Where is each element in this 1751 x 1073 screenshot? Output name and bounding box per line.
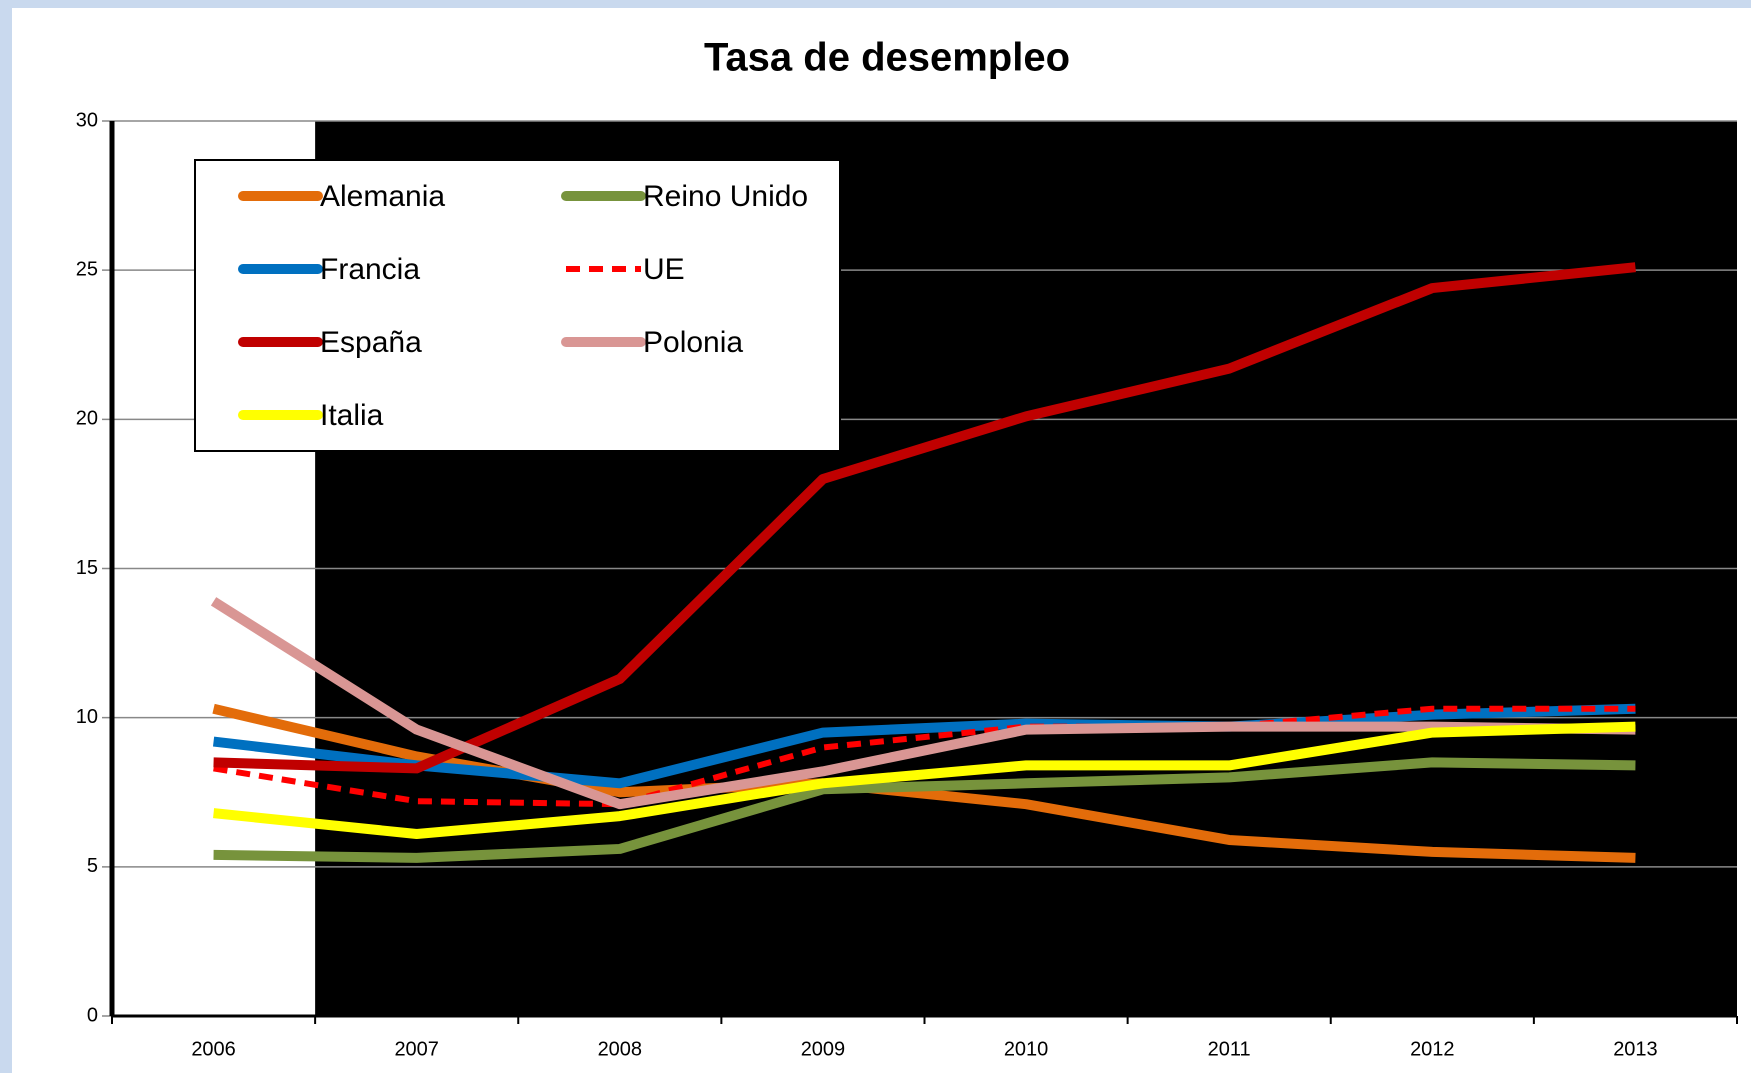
x-tick-label: 2010 [1004,1038,1049,1060]
series-line [212,703,1636,789]
series-line [212,703,1636,863]
x-tick-label: 2013 [1613,1038,1658,1060]
legend-box [194,159,841,452]
series-line [213,757,1636,863]
x-tick-label: 2012 [1410,1038,1455,1060]
x-tick-label: 2007 [394,1038,439,1060]
y-tick-label: 15 [76,557,98,579]
y-tick-label: 20 [76,408,98,430]
y-tick-label: 25 [76,258,98,280]
y-tick-label: 10 [76,706,98,728]
series-line [213,721,1636,840]
y-tick-label: 30 [76,109,98,131]
y-tick-label: 5 [87,855,98,877]
y-tick-label: 0 [87,1004,98,1026]
x-tick-label: 2011 [1208,1038,1251,1060]
legend-label: Reino Unido [643,180,808,213]
legend-label: Polonia [643,326,743,359]
x-tick-label: 2006 [191,1038,236,1060]
series-line [210,597,1636,810]
legend-label: UE [643,253,685,286]
legend-label: España [320,326,422,359]
legend-label: Alemania [320,180,445,213]
legend-label: Francia [320,253,420,286]
x-tick-label: 2008 [598,1038,643,1060]
legend-label: Italia [320,399,384,432]
x-tick-label: 2009 [801,1038,846,1060]
series-line [213,262,1636,774]
chart-title: Tasa de desempleo [704,36,1070,80]
series-line [213,705,1636,808]
